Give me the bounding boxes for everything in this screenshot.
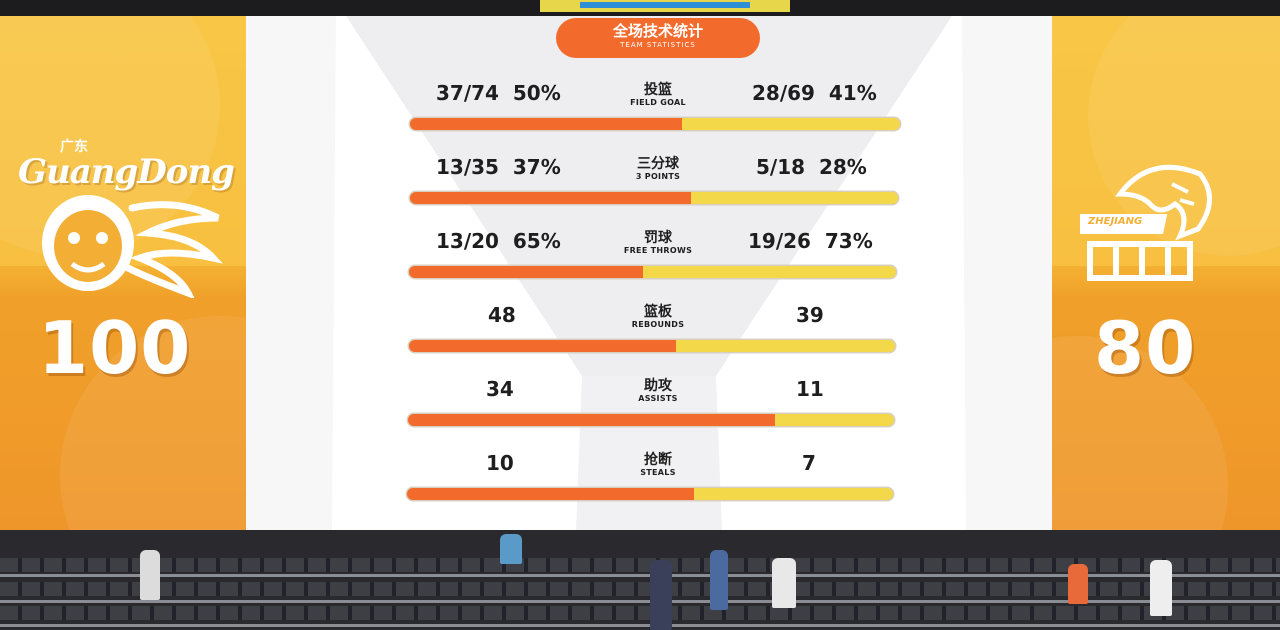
stat-label-en: FREE THROWS (623, 246, 693, 255)
stat-comparison-bar (407, 488, 893, 500)
title-en: TEAM STATISTICS (620, 41, 696, 49)
stat-label-cn: 罚球 (644, 230, 672, 246)
away-team-name: ZHEJIANG (1088, 216, 1143, 227)
stat-comparison-bar (410, 118, 900, 130)
home-stat-value: 34 (486, 377, 514, 401)
stat-label-cn: 三分球 (637, 156, 679, 172)
stat-label-cn: 篮板 (644, 304, 672, 320)
home-stat-value: 13/35 37% (436, 155, 561, 179)
away-stat-value: 39 (796, 303, 824, 327)
stat-comparison-bar (409, 266, 896, 278)
stat-label: 罚球 FREE THROWS (598, 230, 718, 256)
spectator (1068, 564, 1088, 604)
home-stat-value: 10 (486, 451, 514, 475)
away-stat-value: 5/18 28% (756, 155, 867, 179)
away-stat-value: 28/69 41% (752, 81, 877, 105)
stat-comparison-bar (408, 414, 894, 426)
crowd-area (0, 530, 1280, 630)
title-cn: 全场技术统计 (612, 22, 703, 40)
railing (0, 600, 1280, 603)
spectator (140, 550, 160, 600)
stat-comparison-bar (409, 340, 895, 352)
stat-label: 三分球 3 POINTS (598, 156, 718, 182)
stat-label-en: STEALS (640, 468, 676, 477)
lion-logo-icon (1080, 164, 1212, 281)
seat-row (0, 582, 1280, 596)
tiger-logo-icon (42, 195, 224, 298)
away-score: 80 (1094, 306, 1197, 390)
home-share-fill (409, 266, 643, 278)
stat-label: 抢断 STEALS (598, 452, 718, 478)
spectator (772, 558, 796, 608)
seat-row (0, 606, 1280, 620)
top-banner (540, 0, 790, 12)
away-stat-value: 19/26 73% (748, 229, 873, 253)
stat-label: 助攻 ASSISTS (598, 378, 718, 404)
away-team-name-cn: 浙江 (1126, 244, 1178, 281)
stat-label-en: FIELD GOAL (630, 98, 686, 107)
railing (0, 624, 1280, 627)
home-stat-value: 48 (488, 303, 516, 327)
stat-label-en: ASSISTS (638, 394, 678, 403)
stat-label-en: REBOUNDS (631, 320, 685, 329)
spectator (650, 560, 672, 630)
home-score: 100 (38, 306, 192, 390)
home-share-fill (410, 192, 691, 204)
home-share-fill (409, 340, 677, 352)
railing (0, 574, 1280, 577)
title-pill: 全场技术统计 TEAM STATISTICS (556, 18, 760, 58)
seat-row (0, 558, 1280, 572)
stat-label-cn: 抢断 (644, 452, 672, 468)
spectator (1150, 560, 1172, 616)
stat-label: 篮板 REBOUNDS (598, 304, 718, 330)
away-stat-value: 7 (802, 451, 816, 475)
away-stat-value: 11 (796, 377, 824, 401)
home-share-fill (407, 488, 694, 500)
stat-label-en: 3 POINTS (635, 172, 681, 181)
home-share-fill (408, 414, 775, 426)
stat-label-cn: 助攻 (644, 378, 672, 394)
home-share-fill (410, 118, 682, 130)
stat-comparison-bar (410, 192, 898, 204)
spectator (710, 550, 728, 610)
home-stat-value: 37/74 50% (436, 81, 561, 105)
stat-label: 投篮 FIELD GOAL (598, 82, 718, 108)
stat-label-cn: 投篮 (644, 82, 672, 98)
home-team-name: GuangDong (18, 152, 235, 192)
home-stat-value: 13/20 65% (436, 229, 561, 253)
spectator (500, 534, 522, 564)
home-team-name-cn: 广东 (60, 139, 88, 155)
